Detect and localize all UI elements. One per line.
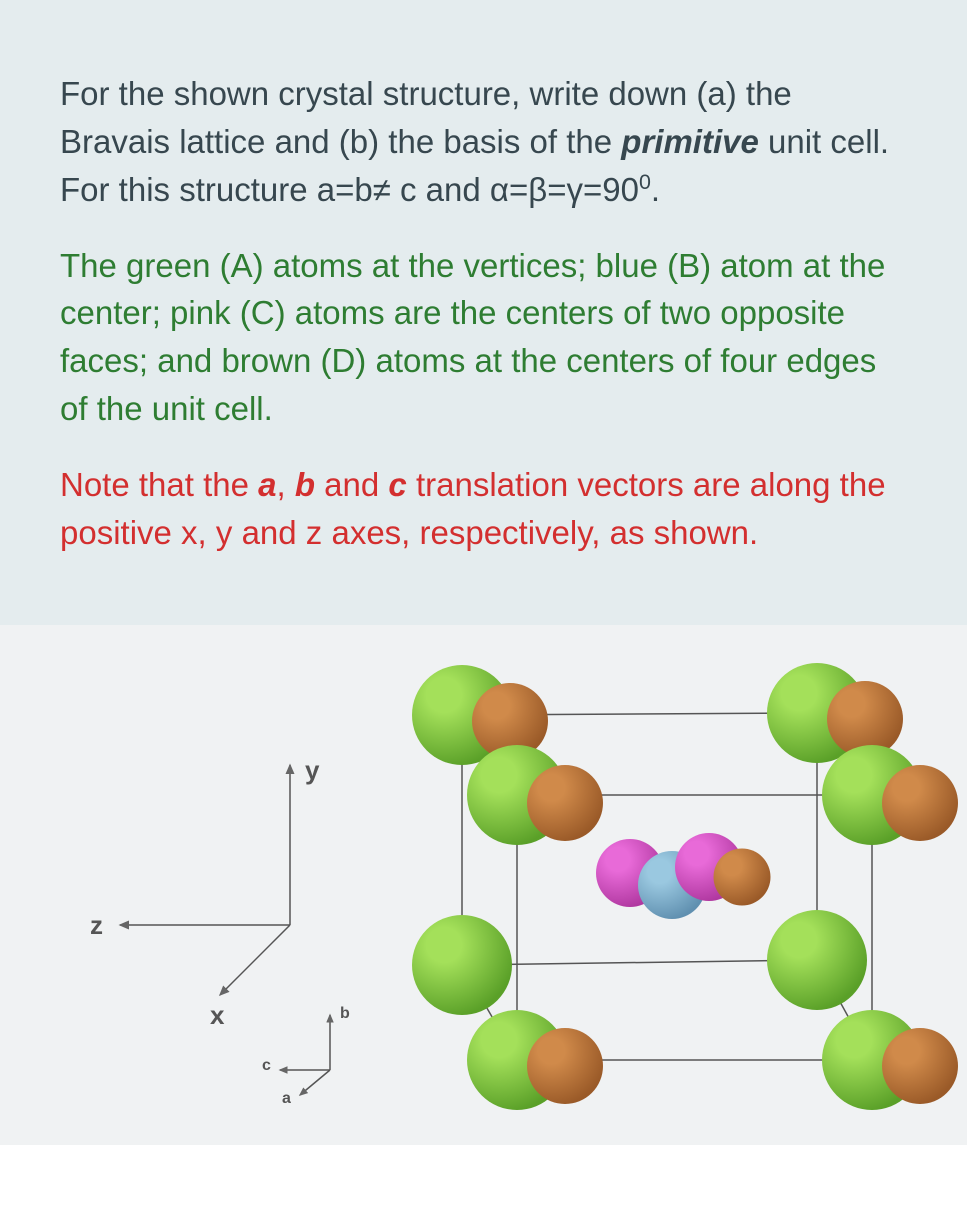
p3-b3: c [388,466,406,503]
atom-brown-edge [882,765,958,841]
axes-xyz-svg [110,745,370,1025]
atom-brown-edge [714,848,771,905]
p3-b2: b [295,466,315,503]
p1-sup: 0 [639,170,651,194]
p3-mid2: and [315,466,388,503]
atom-green-vertex [767,910,867,1010]
figure-area: y z x b c a [0,625,967,1145]
unit-cell-diagram [397,665,917,1105]
axes-xyz: y z x [110,745,370,1025]
axis-label-c: c [262,1057,271,1075]
paragraph-1: For the shown crystal structure, write d… [60,70,907,214]
p3-b1: a [258,466,276,503]
axes-abc: b c a [270,995,390,1115]
p3-mid1: , [277,466,295,503]
axis-label-x: x [210,1000,224,1031]
axis-label-a: a [282,1090,291,1108]
atom-brown-edge [527,1028,603,1104]
p1-end: . [651,171,660,208]
axis-label-z: z [90,910,103,941]
atom-brown-edge [882,1028,958,1104]
axis-label-b: b [340,1005,350,1023]
atom-brown-edge [527,765,603,841]
atom-green-vertex [412,915,512,1015]
p3-pre: Note that the [60,466,258,503]
axis-label-y: y [305,755,319,786]
paragraph-2: The green (A) atoms at the vertices; blu… [60,242,907,433]
paragraph-3: Note that the a, b and c translation vec… [60,461,907,557]
p1-em: primitive [621,123,759,160]
problem-card: For the shown crystal structure, write d… [0,0,967,625]
